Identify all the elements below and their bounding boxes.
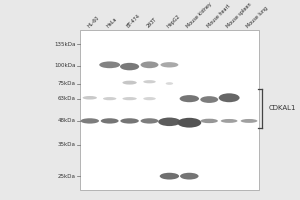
Ellipse shape (143, 97, 156, 100)
Ellipse shape (166, 82, 173, 85)
Ellipse shape (200, 96, 218, 103)
Ellipse shape (120, 63, 139, 70)
Text: Mouse lung: Mouse lung (245, 6, 269, 29)
Text: 100kDa: 100kDa (54, 63, 75, 68)
Ellipse shape (177, 118, 201, 128)
Ellipse shape (158, 118, 181, 126)
Ellipse shape (143, 80, 156, 83)
Ellipse shape (241, 119, 257, 123)
Text: Mouse heart: Mouse heart (206, 4, 231, 29)
Ellipse shape (101, 118, 119, 124)
Text: Mouse kidney: Mouse kidney (186, 2, 213, 29)
Text: HepG2: HepG2 (166, 14, 181, 29)
Text: 63kDa: 63kDa (57, 96, 75, 101)
Ellipse shape (201, 119, 218, 123)
Text: 48kDa: 48kDa (57, 118, 75, 123)
Text: HeLa: HeLa (106, 17, 118, 29)
Ellipse shape (122, 97, 137, 100)
Text: HL-60: HL-60 (86, 15, 100, 29)
Text: 75kDa: 75kDa (57, 81, 75, 86)
Ellipse shape (80, 118, 99, 124)
Ellipse shape (120, 118, 139, 124)
Ellipse shape (160, 62, 178, 67)
Ellipse shape (122, 81, 137, 85)
Text: Mouse spleen: Mouse spleen (226, 2, 253, 29)
Ellipse shape (103, 97, 116, 100)
Ellipse shape (221, 119, 238, 123)
Ellipse shape (219, 93, 240, 102)
Text: 135kDa: 135kDa (54, 42, 75, 47)
Ellipse shape (140, 61, 158, 68)
FancyBboxPatch shape (80, 30, 259, 190)
Text: 293T: 293T (146, 17, 158, 29)
Ellipse shape (180, 173, 199, 180)
Text: BT-474: BT-474 (126, 14, 142, 29)
Text: CDKAL1: CDKAL1 (269, 105, 296, 111)
Ellipse shape (160, 173, 179, 180)
Ellipse shape (99, 61, 120, 68)
Text: 35kDa: 35kDa (57, 142, 75, 147)
Ellipse shape (180, 95, 199, 102)
Text: 25kDa: 25kDa (57, 174, 75, 179)
Ellipse shape (82, 96, 97, 100)
Ellipse shape (140, 118, 158, 124)
